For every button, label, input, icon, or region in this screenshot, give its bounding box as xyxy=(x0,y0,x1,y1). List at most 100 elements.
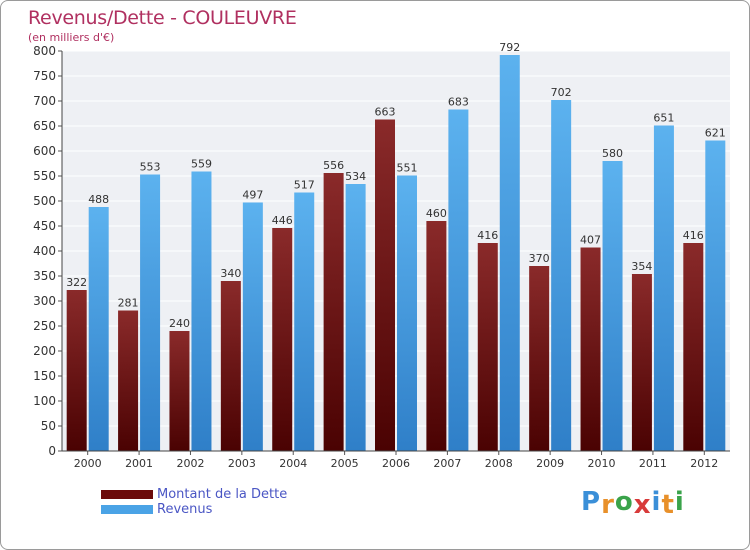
y-tick-label: 650 xyxy=(33,119,56,133)
data-label-debt: 556 xyxy=(323,159,344,172)
legend-label-debt: Montant de la Dette xyxy=(157,486,288,502)
bar-debt xyxy=(220,281,241,451)
y-tick-label: 500 xyxy=(33,194,56,208)
data-label-revenue: 488 xyxy=(88,193,109,206)
x-tick-label: 2010 xyxy=(588,457,616,470)
x-tick-label: 2002 xyxy=(176,457,204,470)
data-label-debt: 446 xyxy=(272,214,293,227)
y-tick-label: 100 xyxy=(33,394,56,408)
bar-revenue xyxy=(653,125,674,451)
data-label-debt: 354 xyxy=(631,260,652,273)
data-label-debt: 416 xyxy=(683,229,704,242)
bar-debt xyxy=(426,221,447,451)
bar-revenue xyxy=(499,55,520,451)
bar-revenue xyxy=(191,171,212,451)
bar-revenue xyxy=(294,192,315,451)
y-tick-label: 50 xyxy=(41,419,56,433)
y-tick-label: 200 xyxy=(33,344,56,358)
logo-letter: o xyxy=(614,487,634,517)
data-label-revenue: 702 xyxy=(551,86,572,99)
data-label-revenue: 559 xyxy=(191,158,212,171)
bar-debt xyxy=(529,266,550,451)
data-label-revenue: 497 xyxy=(242,189,263,202)
y-tick-label: 250 xyxy=(33,319,56,333)
data-label-debt: 416 xyxy=(477,229,498,242)
data-label-debt: 460 xyxy=(426,207,447,220)
bar-revenue xyxy=(140,174,161,451)
data-label-revenue: 651 xyxy=(653,112,674,125)
bar-debt xyxy=(66,290,87,451)
bar-revenue xyxy=(705,140,726,451)
y-tick-label: 750 xyxy=(33,69,56,83)
data-label-revenue: 683 xyxy=(448,96,469,109)
data-label-revenue: 792 xyxy=(499,41,520,54)
y-tick-label: 0 xyxy=(48,444,56,458)
x-tick-label: 2007 xyxy=(433,457,461,470)
data-label-revenue: 517 xyxy=(294,179,315,192)
x-tick-label: 2008 xyxy=(485,457,513,470)
bar-revenue xyxy=(551,100,572,451)
bars xyxy=(66,55,726,451)
legend-swatch-revenue xyxy=(101,504,153,514)
data-label-revenue: 534 xyxy=(345,170,366,183)
data-label-debt: 240 xyxy=(169,317,190,330)
data-label-revenue: 621 xyxy=(705,127,726,140)
legend-item-debt: Montant de la Dette xyxy=(101,486,288,502)
y-tick-label: 300 xyxy=(33,294,56,308)
logo-letter: r xyxy=(601,490,615,520)
bar-revenue xyxy=(242,202,263,451)
x-tick-label: 2005 xyxy=(331,457,359,470)
logo-letter: t xyxy=(661,490,675,520)
bar-debt xyxy=(323,173,344,451)
data-label-debt: 281 xyxy=(118,297,139,310)
bar-debt xyxy=(272,228,293,451)
data-label-debt: 340 xyxy=(220,267,241,280)
legend-label-revenue: Revenus xyxy=(157,501,213,517)
bar-revenue xyxy=(448,109,469,451)
y-tick-label: 450 xyxy=(33,219,56,233)
legend: Montant de la Dette Revenus xyxy=(101,487,287,517)
data-label-debt: 407 xyxy=(580,234,601,247)
data-label-debt: 370 xyxy=(529,252,550,265)
bar-debt xyxy=(118,310,139,451)
data-label-debt: 663 xyxy=(375,106,396,119)
data-label-revenue: 553 xyxy=(140,161,161,174)
x-tick-label: 2011 xyxy=(639,457,667,470)
bar-revenue xyxy=(602,161,623,451)
x-tick-label: 2012 xyxy=(690,457,718,470)
bar-revenue xyxy=(88,207,109,451)
chart-title: Revenus/Dette - COULEUVRE xyxy=(28,7,297,29)
bar-debt xyxy=(375,119,395,451)
x-tick-label: 2003 xyxy=(228,457,256,470)
data-label-revenue: 580 xyxy=(602,147,623,160)
logo-letter: i xyxy=(674,487,685,517)
y-tick-label: 550 xyxy=(33,169,56,183)
data-label-debt: 322 xyxy=(66,276,87,289)
x-tick-label: 2000 xyxy=(74,457,102,470)
bar-debt xyxy=(683,243,704,451)
x-tick-label: 2004 xyxy=(279,457,307,470)
axes: 0 50 100 150 200 250 300 350 400 450 500 550 600 650 7… xyxy=(33,44,730,470)
y-tick-label: 600 xyxy=(33,144,56,158)
x-tick-label: 2009 xyxy=(536,457,564,470)
y-tick-label: 150 xyxy=(33,369,56,383)
bar-debt xyxy=(477,243,498,451)
bar-revenue xyxy=(345,184,366,451)
proxiti-logo: Proxiti xyxy=(581,487,685,520)
bar-debt xyxy=(169,331,190,451)
legend-swatch-debt xyxy=(101,489,153,499)
bar-revenue xyxy=(397,175,417,451)
bar-debt xyxy=(631,274,652,451)
bar-debt xyxy=(580,247,601,451)
logo-letter: P xyxy=(581,487,602,517)
x-tick-label: 2006 xyxy=(382,457,410,470)
y-tick-label: 800 xyxy=(33,44,56,58)
y-tick-label: 350 xyxy=(33,269,56,283)
data-label-revenue: 551 xyxy=(397,162,418,175)
y-tick-label: 400 xyxy=(33,244,56,258)
legend-item-revenue: Revenus xyxy=(101,501,287,517)
y-tick-label: 700 xyxy=(33,94,56,108)
